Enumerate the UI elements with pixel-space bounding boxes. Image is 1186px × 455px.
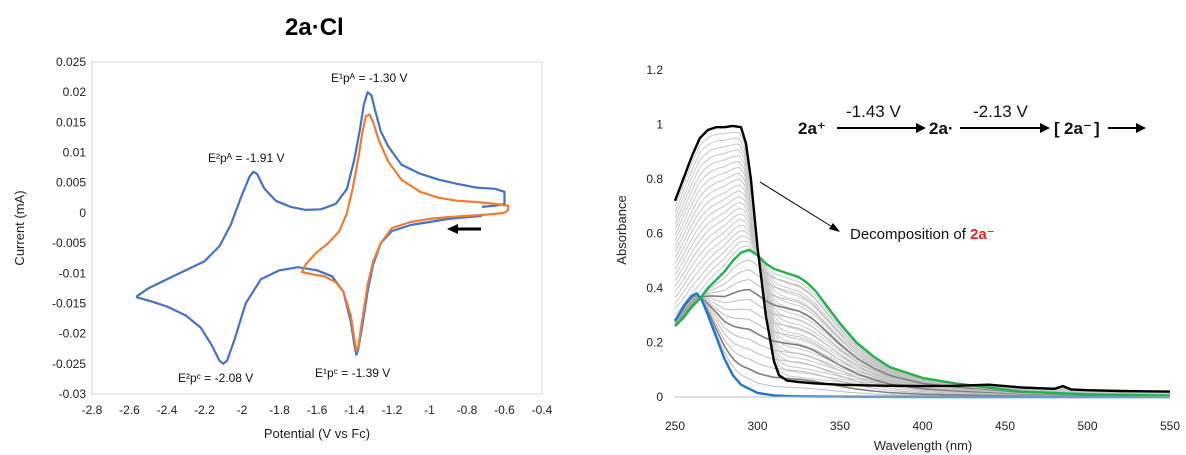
annotation-decomposition: Decomposition of 2a⁻ xyxy=(850,226,995,243)
cv-y-tick-label: -0.01 xyxy=(59,266,87,280)
uv-series xyxy=(673,124,1171,399)
uv-tick-labels: 250 300 350 400 450 500 550 1.2 1 0.8 0.6 0.4 0.2 0 xyxy=(646,63,1180,433)
scheme-bracket-open: [ xyxy=(1054,119,1060,138)
uv-y-tick-label: 0.8 xyxy=(646,172,663,186)
scan-direction-arrowhead xyxy=(447,224,458,234)
cv-y-axis-label: Current (mA) xyxy=(12,190,27,265)
uv-x-axis-label: Wavelength (nm) xyxy=(874,438,973,453)
uv-y-tick-label: 1 xyxy=(656,118,663,132)
cv-x-tick-label: -1 xyxy=(424,403,435,417)
cv-blue-series xyxy=(135,91,506,365)
cv-x-tick-label: -2 xyxy=(237,403,248,417)
cv-y-tick-label: 0.015 xyxy=(56,115,86,129)
cv-series xyxy=(135,91,510,365)
decomposition-pointer xyxy=(759,181,835,229)
cv-y-tick-label: 0.005 xyxy=(56,176,86,190)
uv-x-tick-label: 500 xyxy=(1077,419,1097,433)
cv-tick-labels: -2.8 -2.6 -2.4 -2.2 -2 -1.8 -1.6 -1.4 -1.2 -1 -0.8… xyxy=(52,55,553,417)
cv-x-tick-label: -2.2 xyxy=(194,403,215,417)
cv-x-axis-label: Potential (V vs Fc) xyxy=(264,426,370,441)
cv-y-tick-label: 0 xyxy=(79,206,86,220)
uv-gray-spectrum xyxy=(674,245,1171,396)
uv-x-tick-label: 450 xyxy=(995,419,1015,433)
uv-y-tick-label: 0 xyxy=(656,390,663,404)
scheme-potential-1: -1.43 V xyxy=(846,102,901,121)
scheme-potential-2: -2.13 V xyxy=(973,102,1028,121)
cv-y-tick-label: 0.025 xyxy=(56,55,86,69)
annotation-e1pa: E¹pᴬ = -1.30 V xyxy=(331,71,407,85)
uv-x-tick-label: 350 xyxy=(830,419,850,433)
reaction-scheme: 2a⁺ -1.43 V 2a· -2.13 V [ 2a⁻ ] xyxy=(798,102,1146,138)
scheme-species-2a-minus: 2a⁻ xyxy=(1064,119,1092,138)
page-title: 2a·Cl xyxy=(285,14,344,41)
annotation-e2pa: E²pᴬ = -1.91 V xyxy=(208,151,284,165)
uv-gray-spectrum xyxy=(674,259,1170,397)
uv-chart: 250 300 350 400 450 500 550 1.2 1 0.8 0.6 0.4 0.2 0 W… xyxy=(614,63,1180,453)
cv-x-tick-label: -1.4 xyxy=(344,403,365,417)
uv-y-axis-label: Absorbance xyxy=(614,195,629,264)
cv-x-tick-label: -1.8 xyxy=(269,403,290,417)
cv-x-tick-label: -1.6 xyxy=(307,403,328,417)
cv-x-tick-label: -0.4 xyxy=(532,403,553,417)
uv-gray-spectrum xyxy=(674,230,1171,396)
scheme-arrowhead-3 xyxy=(1136,123,1146,133)
annotation-e1pc: E¹pᶜ = -1.39 V xyxy=(315,366,390,380)
scheme-arrowhead-1 xyxy=(916,123,926,133)
uv-x-tick-label: 550 xyxy=(1160,419,1180,433)
uv-y-tick-label: 0.2 xyxy=(646,336,663,350)
cv-y-tick-label: 0.01 xyxy=(63,146,87,160)
scheme-arrowhead-2 xyxy=(1040,123,1050,133)
cv-x-tick-label: -0.8 xyxy=(457,403,478,417)
scheme-species-2a-plus: 2a⁺ xyxy=(798,119,826,138)
uv-gray-spectrum xyxy=(674,240,1171,396)
cv-y-tick-label: -0.025 xyxy=(52,357,86,371)
scheme-species-2a-radical: 2a· xyxy=(929,119,954,138)
uv-black-series xyxy=(673,124,1171,393)
uv-y-tick-label: 0.6 xyxy=(646,227,663,241)
decomposition-arrowhead xyxy=(829,223,840,232)
uv-x-tick-label: 300 xyxy=(747,419,767,433)
cv-chart: -2.8 -2.6 -2.4 -2.2 -2 -1.8 -1.6 -1.4 -1.2 -1 -0.8… xyxy=(12,55,553,441)
cv-x-tick-label: -2.4 xyxy=(157,403,178,417)
uv-green-series xyxy=(674,248,1171,397)
cv-y-tick-label: -0.015 xyxy=(52,296,86,310)
cv-y-tick-label: 0.02 xyxy=(63,85,87,99)
cv-x-tick-label: -2.6 xyxy=(119,403,140,417)
scheme-bracket-close: ] xyxy=(1094,119,1100,138)
annotation-e2pc: E²pᶜ = -2.08 V xyxy=(178,371,253,385)
uv-y-tick-label: 0.4 xyxy=(646,281,663,295)
cv-x-tick-label: -0.6 xyxy=(494,403,515,417)
cv-x-tick-label: -1.2 xyxy=(382,403,403,417)
cv-x-tick-label: -2.8 xyxy=(82,403,103,417)
uv-x-tick-label: 400 xyxy=(912,419,932,433)
uv-x-tick-label: 250 xyxy=(665,419,685,433)
cv-plot-area xyxy=(91,61,543,395)
cv-y-tick-label: -0.03 xyxy=(59,387,87,401)
cv-y-tick-label: -0.02 xyxy=(59,327,87,341)
cv-orange-series xyxy=(300,113,510,352)
uv-y-tick-label: 1.2 xyxy=(646,63,663,77)
cv-y-tick-label: -0.005 xyxy=(52,236,86,250)
